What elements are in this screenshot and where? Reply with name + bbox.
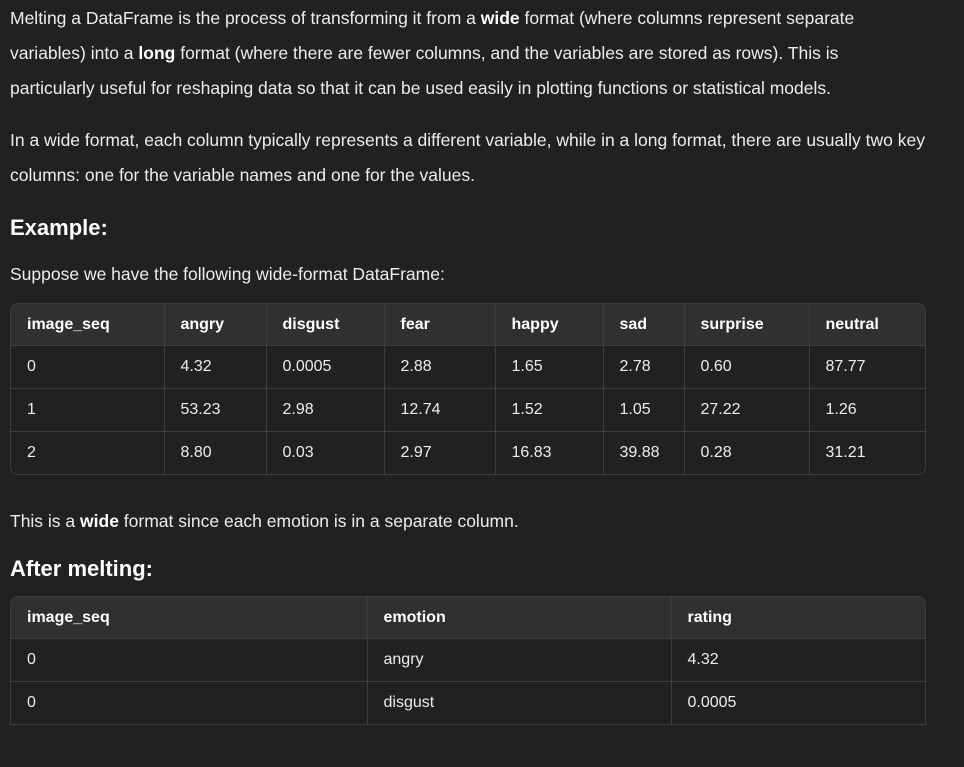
- wide-header-sad: sad: [603, 304, 685, 346]
- table-cell: 1.05: [603, 388, 685, 432]
- table-cell: 1.65: [495, 345, 604, 389]
- table-cell: 0: [11, 345, 165, 389]
- table-row: 0 angry 4.32: [11, 638, 925, 682]
- intro-text-1: Melting a DataFrame is the process of tr…: [10, 8, 481, 28]
- wide-note-text-1: This is a: [10, 511, 81, 531]
- intro-text-3: format (where there are fewer columns, a…: [10, 43, 839, 98]
- wide-header-disgust: disgust: [266, 304, 385, 346]
- wide-header-angry: angry: [164, 304, 267, 346]
- table-row: 1 53.23 2.98 12.74 1.52 1.05 27.22 1.26: [11, 388, 925, 432]
- table-cell: 16.83: [495, 431, 604, 474]
- intro-text-2: format (where columns represent separate…: [10, 8, 855, 63]
- explanation-paragraph: In a wide format, each column typically …: [10, 130, 925, 185]
- table-cell: 39.88: [603, 431, 685, 474]
- chat-message-content: Melting a DataFrame is the process of tr…: [10, 0, 926, 725]
- intro-bold-long: long: [138, 43, 176, 63]
- table-cell: 0.28: [684, 431, 810, 474]
- table-cell: 0: [11, 638, 368, 682]
- table-cell: 0.0005: [266, 345, 385, 389]
- table-cell: 27.22: [684, 388, 810, 432]
- table-row: 0 disgust 0.0005: [11, 681, 925, 725]
- table-cell: 31.21: [825, 444, 866, 461]
- table-cell: 0: [11, 681, 368, 725]
- wide-header-image-seq: image_seq: [11, 304, 165, 346]
- table-cell: 12.74: [384, 388, 496, 432]
- table-cell: 0.60: [684, 345, 810, 389]
- wide-table-header-row: image_seq angry disgust fear happy sad s…: [11, 304, 925, 346]
- table-cell: 0.03: [266, 431, 385, 474]
- long-table-container: image_seq emotion rating 0 angry 4.32 0 …: [10, 596, 926, 725]
- table-cell: 1: [11, 388, 165, 432]
- long-header-rating: rating: [671, 597, 925, 639]
- after-melting-heading: After melting:: [10, 556, 153, 581]
- wide-header-surprise: surprise: [684, 304, 810, 346]
- wide-table-container: image_seq angry disgust fear happy sad s…: [10, 303, 926, 475]
- intro-bold-wide: wide: [480, 8, 520, 28]
- wide-table: image_seq angry disgust fear happy sad s…: [11, 304, 925, 474]
- table-cell: 2.98: [266, 388, 385, 432]
- table-cell: 0.0005: [671, 681, 925, 725]
- example-intro-paragraph: Suppose we have the following wide-forma…: [10, 264, 445, 284]
- table-row: 2 8.80 0.03 2.97 16.83 39.88 0.28 31.21: [11, 431, 925, 474]
- table-cell: 4.32: [164, 345, 267, 389]
- wide-note-bold: wide: [80, 511, 119, 531]
- table-cell: 2.88: [384, 345, 496, 389]
- table-cell: 1.52: [495, 388, 604, 432]
- long-header-emotion: emotion: [367, 597, 672, 639]
- wide-note-text-2: format since each emotion is in a separa…: [118, 511, 519, 531]
- table-cell: 2.97: [384, 431, 496, 474]
- table-cell: 53.23: [164, 388, 267, 432]
- table-cell: 2.78: [603, 345, 685, 389]
- table-cell: disgust: [367, 681, 672, 725]
- table-row: 0 4.32 0.0005 2.88 1.65 2.78 0.60 87.77: [11, 345, 925, 389]
- wide-header-happy: happy: [495, 304, 604, 346]
- wide-note-paragraph: This is a wide format since each emotion…: [10, 504, 926, 539]
- long-table-header-row: image_seq emotion rating: [11, 597, 925, 639]
- long-table: image_seq emotion rating 0 angry 4.32 0 …: [11, 597, 925, 725]
- table-cell: 2: [11, 431, 165, 474]
- table-cell: 4.32: [671, 638, 925, 682]
- table-cell: 1.26: [809, 388, 925, 432]
- long-header-image-seq: image_seq: [11, 597, 368, 639]
- table-cell: 87.77: [809, 345, 925, 389]
- wide-header-fear: fear: [384, 304, 496, 346]
- intro-paragraph: Melting a DataFrame is the process of tr…: [10, 1, 926, 106]
- example-heading: Example:: [10, 215, 108, 240]
- wide-header-neutral: neutral: [809, 304, 925, 346]
- table-cell: 8.80: [164, 431, 267, 474]
- table-cell: angry: [367, 638, 672, 682]
